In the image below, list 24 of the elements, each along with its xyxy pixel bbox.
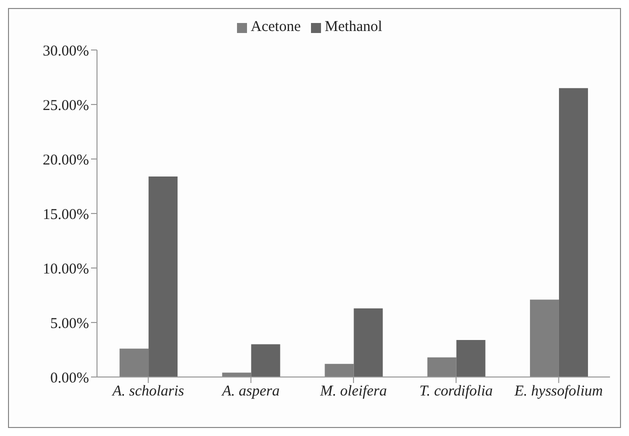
x-tick-label: T. cordifolia [419, 384, 493, 400]
x-tick-label: E. hyssofolium [514, 384, 604, 400]
bar [427, 357, 456, 377]
y-tick-label: 20.00% [42, 152, 89, 168]
bar [222, 372, 252, 377]
y-tick-label: 30.00% [42, 43, 89, 60]
x-tick-label: M. oleifera [319, 384, 387, 400]
x-tick-label: A. aspera [221, 384, 280, 400]
bar [530, 300, 559, 377]
bar [251, 344, 280, 377]
y-tick-label: 0.00% [50, 370, 89, 386]
bar [558, 88, 588, 377]
legend-label: Methanol [324, 19, 382, 35]
bar [148, 176, 178, 377]
bar [354, 308, 383, 377]
legend-label: Acetone [250, 19, 301, 35]
y-tick-label: 10.00% [42, 261, 89, 278]
x-tick-label: A. scholaris [111, 384, 184, 400]
bar [120, 348, 149, 377]
y-tick-label: 5.00% [50, 316, 89, 332]
bar [456, 340, 486, 377]
y-tick-label: 25.00% [42, 98, 89, 114]
y-tick-label: 15.00% [42, 206, 89, 223]
bar [324, 364, 354, 377]
